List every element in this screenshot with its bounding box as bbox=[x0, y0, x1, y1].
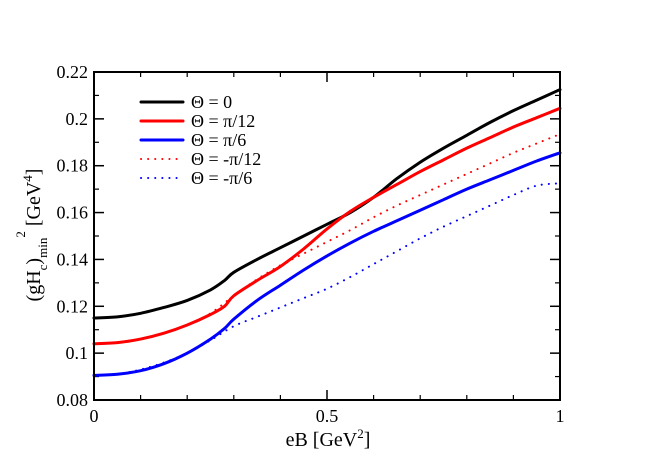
y-axis-title-sup: 2 bbox=[13, 231, 28, 238]
x-axis-title-sup: 2 bbox=[357, 426, 364, 441]
plot-frame bbox=[93, 71, 561, 401]
y-tick-label: 0.1 bbox=[66, 343, 89, 363]
x-axis-title: eB [GeV2] bbox=[286, 426, 371, 451]
series-line-3 bbox=[92, 151, 562, 377]
y-axis-title: (gHc)min 2 [GeV4] bbox=[13, 169, 50, 302]
y-axis-title-unit-sup: 4 bbox=[20, 175, 35, 182]
x-tick-label: 1 bbox=[556, 406, 565, 426]
legend-label-2: Θ = π/12 bbox=[191, 111, 255, 131]
y-tick-label: 0.22 bbox=[57, 62, 89, 82]
legend-label-1: Θ = 0 bbox=[191, 92, 232, 112]
series-line-4 bbox=[93, 133, 561, 345]
series-line-5 bbox=[93, 182, 561, 377]
y-tick-label: 0.08 bbox=[57, 390, 89, 410]
y-axis-title-sub2: min bbox=[35, 237, 50, 258]
legend-label-5: Θ = -π/6 bbox=[191, 168, 252, 188]
series-line-2 bbox=[92, 106, 562, 346]
x-axis-title-base: eB [GeV bbox=[286, 429, 358, 451]
y-tick-label: 0.12 bbox=[57, 296, 89, 316]
y-axis-title-sub1: c bbox=[35, 264, 50, 270]
y-tick-label: 0.14 bbox=[57, 249, 89, 269]
series-layer bbox=[92, 88, 562, 377]
y-axis-title-unit: [GeV bbox=[23, 181, 45, 231]
y-tick-label: 0.2 bbox=[66, 109, 89, 129]
y-axis-title-mid: ) bbox=[23, 258, 45, 265]
y-axis-title-unit-tail: ] bbox=[23, 169, 45, 176]
labels-layer: 0 0.5 1 0.08 0.1 0.12 0.14 0.16 0.18 0.2 0.22 bbox=[57, 62, 565, 426]
legend-label-3: Θ = π/6 bbox=[191, 130, 246, 150]
y-axis-title-main: (gH bbox=[23, 270, 45, 301]
y-tick-label: 0.16 bbox=[57, 203, 89, 223]
series-line-1 bbox=[92, 88, 562, 320]
legend-label-4: Θ = -π/12 bbox=[191, 149, 261, 169]
x-axis-title-tail: ] bbox=[364, 429, 371, 451]
x-tick-label: 0 bbox=[90, 406, 99, 426]
legend: Θ = 0Θ = π/12Θ = π/6Θ = -π/12Θ = -π/6 bbox=[139, 92, 261, 188]
x-tick-label: 0.5 bbox=[316, 406, 339, 426]
y-tick-label: 0.18 bbox=[57, 156, 89, 176]
